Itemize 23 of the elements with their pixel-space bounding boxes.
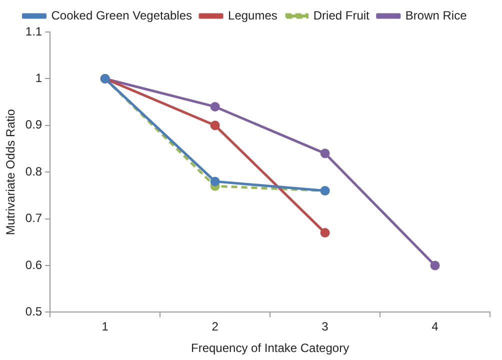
y-tick-label: 0.9 <box>25 118 42 132</box>
y-tick-label: 0.6 <box>25 258 42 272</box>
y-tick-label: 0.8 <box>25 164 42 178</box>
x-tick-label: 3 <box>322 320 329 334</box>
x-axis-title: Frequency of Intake Category <box>190 341 350 356</box>
y-tick-label: 1 <box>35 71 42 86</box>
y-tick-label: 1.1 <box>25 24 42 38</box>
y-axis-title: Mutrivariate Odds Ratio <box>4 108 18 236</box>
point <box>210 176 220 186</box>
x-tick-label: 4 <box>432 320 439 334</box>
point <box>210 102 220 112</box>
point <box>320 148 330 158</box>
x-tick-label: 2 <box>212 320 219 334</box>
point <box>430 260 440 270</box>
point <box>210 120 220 130</box>
legend-label: Cooked Green Vegetables <box>51 8 192 22</box>
legend-label: Brown Rice <box>405 8 468 22</box>
y-tick-label: 0.5 <box>25 304 42 319</box>
legend-label: Dried Fruit <box>313 8 370 22</box>
legend-label: Legumes <box>228 8 278 22</box>
point <box>320 228 330 238</box>
x-tick-label: 1 <box>102 320 109 334</box>
y-tick-label: 0.7 <box>25 211 42 226</box>
